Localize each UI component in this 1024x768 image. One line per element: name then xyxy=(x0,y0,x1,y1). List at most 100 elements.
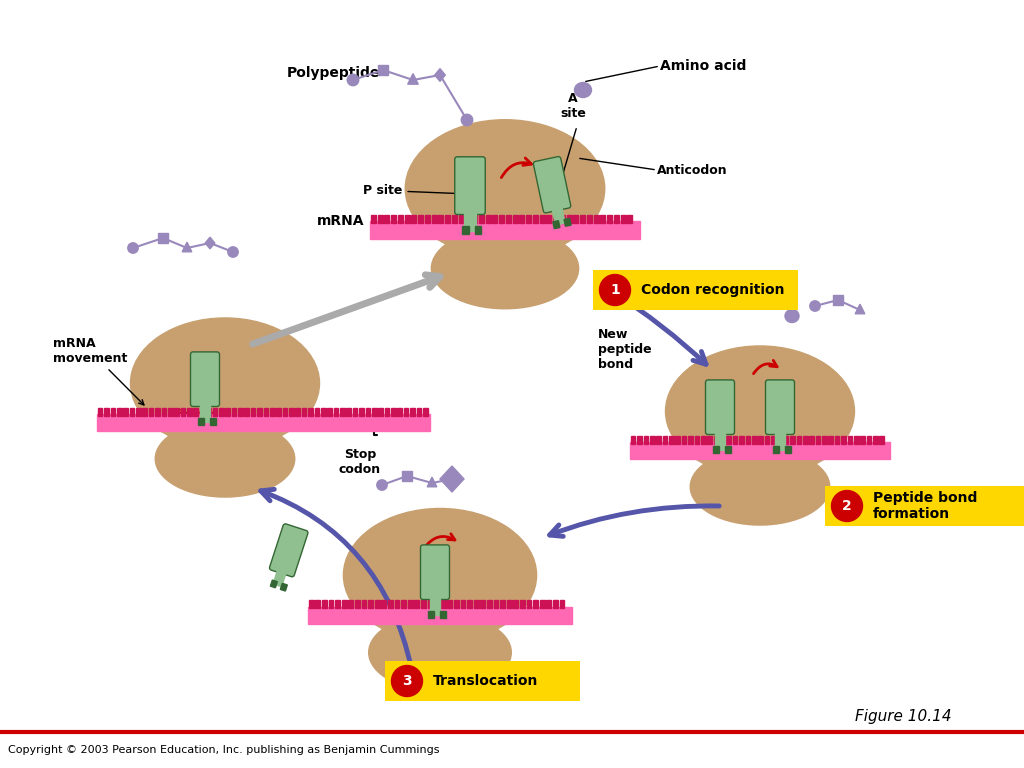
Bar xyxy=(784,445,791,453)
Polygon shape xyxy=(855,304,865,314)
Bar xyxy=(745,436,751,444)
Bar xyxy=(382,601,386,608)
Text: Stop
codon: Stop codon xyxy=(339,448,381,476)
Bar xyxy=(418,215,423,223)
Text: 1: 1 xyxy=(610,283,620,297)
Bar xyxy=(323,601,327,608)
Circle shape xyxy=(128,243,138,253)
Ellipse shape xyxy=(666,346,854,476)
Bar xyxy=(394,601,399,608)
Bar xyxy=(581,215,585,223)
Bar xyxy=(485,215,490,223)
Bar xyxy=(391,215,396,223)
Circle shape xyxy=(599,274,631,306)
Ellipse shape xyxy=(156,421,295,497)
Bar xyxy=(526,601,531,608)
Bar xyxy=(194,408,198,415)
Bar xyxy=(423,408,428,415)
FancyBboxPatch shape xyxy=(766,380,795,435)
Bar xyxy=(715,430,725,449)
Bar xyxy=(553,215,558,223)
Bar xyxy=(534,601,538,608)
Bar xyxy=(701,436,706,444)
FancyBboxPatch shape xyxy=(421,545,450,600)
Bar xyxy=(480,601,485,608)
Bar xyxy=(156,408,160,415)
Text: Anticodon: Anticodon xyxy=(657,164,728,177)
Bar xyxy=(560,601,564,608)
Bar xyxy=(552,205,565,225)
Bar xyxy=(308,408,312,415)
Text: A
site: A site xyxy=(560,92,586,120)
Bar xyxy=(475,227,481,234)
Polygon shape xyxy=(205,237,215,249)
Bar xyxy=(519,215,524,223)
Bar xyxy=(270,408,274,415)
Bar xyxy=(866,436,871,444)
Bar xyxy=(507,601,512,608)
Bar xyxy=(669,436,674,444)
Text: P site: P site xyxy=(362,184,466,197)
Bar xyxy=(834,296,843,305)
Bar xyxy=(430,595,440,614)
Bar xyxy=(797,436,801,444)
Bar xyxy=(281,584,288,591)
Bar xyxy=(428,611,434,617)
Bar xyxy=(733,436,737,444)
Bar xyxy=(308,607,572,624)
Bar xyxy=(506,215,511,223)
Bar xyxy=(520,601,525,608)
Bar xyxy=(474,601,478,608)
Bar xyxy=(283,408,288,415)
Bar xyxy=(315,601,321,608)
Ellipse shape xyxy=(406,120,605,257)
Bar xyxy=(104,408,109,415)
Bar xyxy=(421,601,426,608)
Text: 3: 3 xyxy=(402,674,412,688)
Bar xyxy=(97,414,430,431)
Bar xyxy=(445,215,450,223)
Bar xyxy=(775,430,785,449)
Bar xyxy=(210,418,216,425)
Bar xyxy=(231,408,237,415)
Circle shape xyxy=(347,74,358,86)
Text: Polypeptide: Polypeptide xyxy=(287,66,380,80)
Text: New
peptide
bond: New peptide bond xyxy=(598,329,651,372)
Bar xyxy=(408,601,413,608)
Bar xyxy=(245,408,249,415)
Bar xyxy=(130,408,134,415)
Bar xyxy=(499,215,504,223)
Bar xyxy=(404,215,410,223)
Bar xyxy=(676,436,680,444)
FancyBboxPatch shape xyxy=(706,380,734,435)
Bar xyxy=(441,601,445,608)
Bar xyxy=(412,215,417,223)
Bar xyxy=(880,436,884,444)
Bar xyxy=(461,601,466,608)
Bar xyxy=(372,408,377,415)
Text: Codon recognition: Codon recognition xyxy=(641,283,784,297)
Bar xyxy=(783,436,788,444)
Bar xyxy=(403,408,409,415)
Bar xyxy=(98,408,102,415)
Bar xyxy=(438,215,443,223)
Bar xyxy=(123,408,128,415)
Bar xyxy=(637,436,642,444)
Bar xyxy=(302,408,306,415)
Bar xyxy=(296,408,300,415)
Bar xyxy=(553,220,560,229)
Bar xyxy=(187,408,191,415)
Bar xyxy=(479,215,483,223)
Bar xyxy=(771,436,776,444)
Bar xyxy=(463,227,469,234)
Bar xyxy=(321,408,326,415)
Bar xyxy=(398,215,402,223)
Bar xyxy=(348,601,353,608)
Bar xyxy=(573,215,579,223)
Bar xyxy=(342,601,347,608)
Bar xyxy=(142,408,147,415)
Circle shape xyxy=(227,247,239,257)
Bar xyxy=(513,215,517,223)
Polygon shape xyxy=(435,68,445,81)
Bar xyxy=(402,472,412,481)
